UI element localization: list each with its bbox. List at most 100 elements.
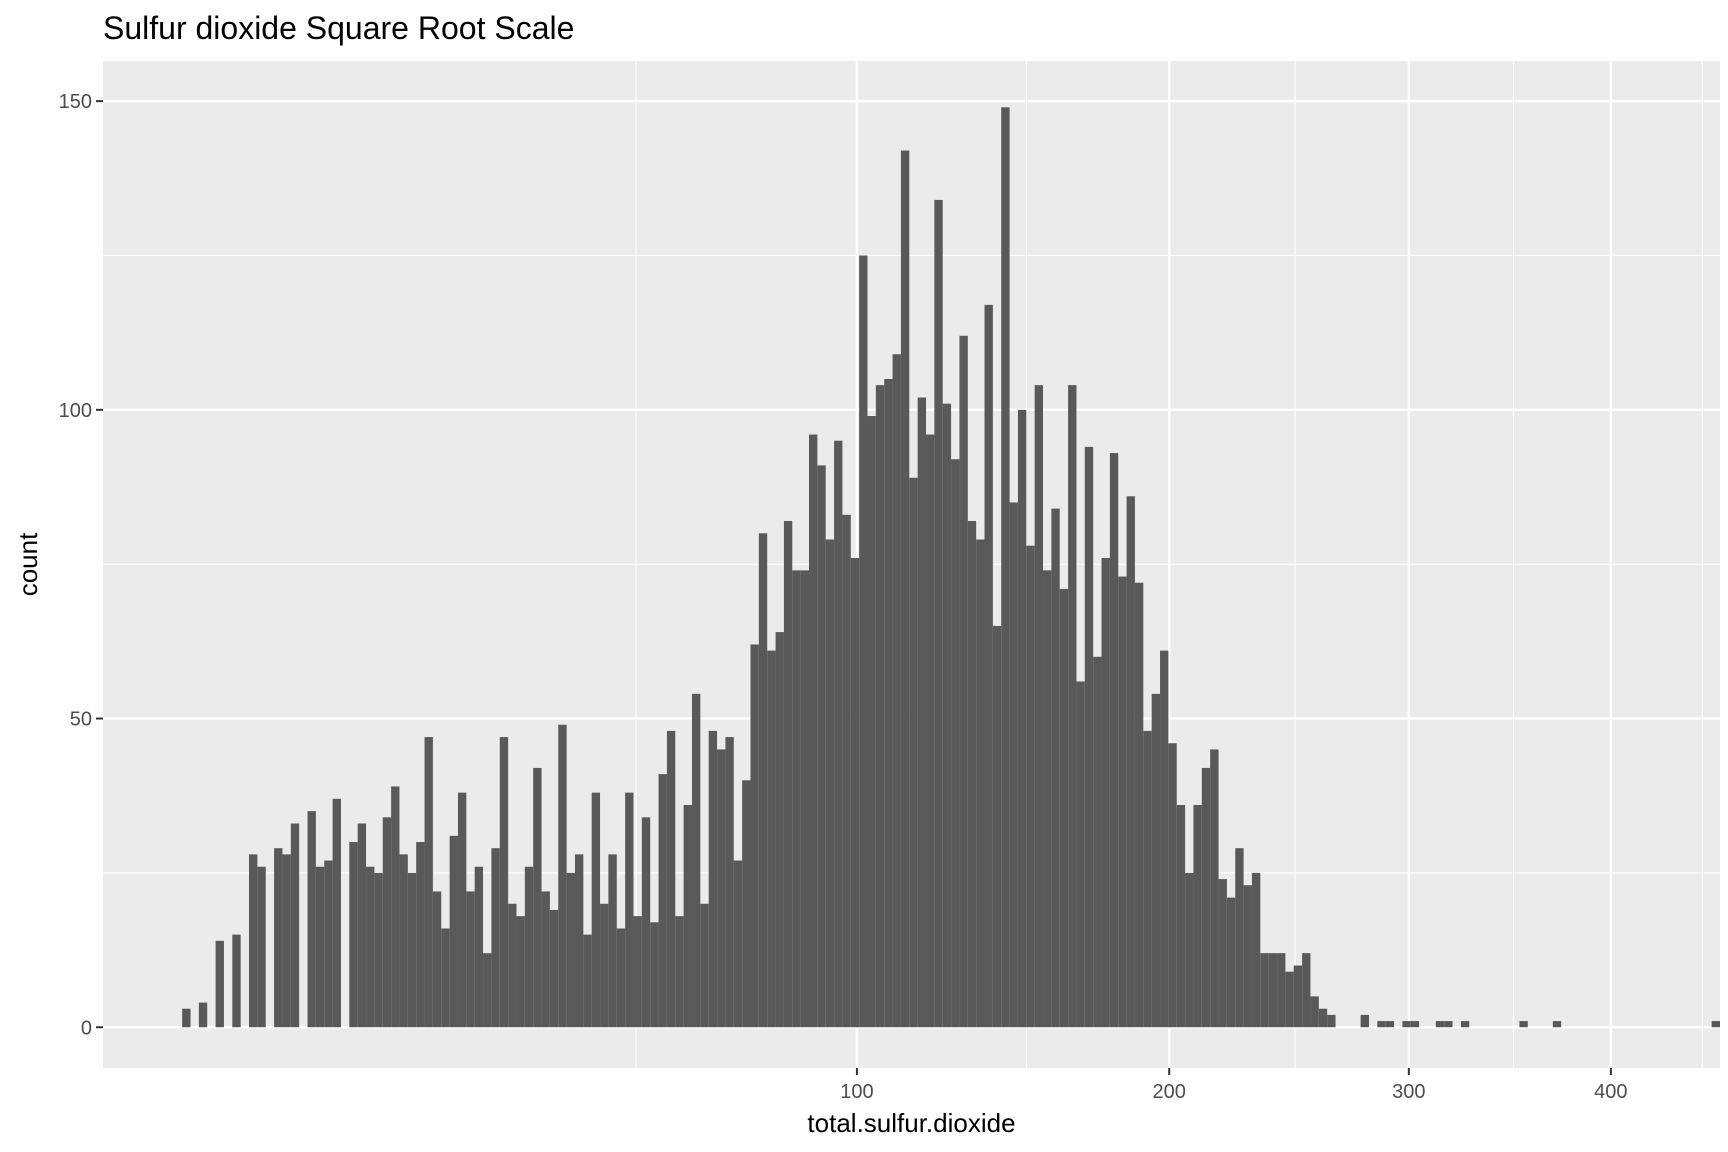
histogram-bar: [1043, 570, 1052, 1028]
histogram-bar: [666, 730, 676, 1028]
histogram-bar: [424, 737, 433, 1028]
histogram-bar: [1210, 749, 1219, 1028]
histogram-bar: [1251, 872, 1261, 1028]
histogram-bar: [1235, 848, 1244, 1028]
histogram-bar: [616, 928, 626, 1028]
histogram-bar: [917, 397, 927, 1028]
histogram-bar: [324, 860, 333, 1028]
histogram-bar: [1552, 1021, 1562, 1028]
histogram-bar: [658, 774, 667, 1028]
histogram-bar: [257, 866, 266, 1028]
histogram-bar: [1201, 767, 1211, 1028]
histogram-bar: [742, 780, 751, 1028]
histogram-bar: [951, 459, 960, 1028]
histogram-bar: [1285, 971, 1294, 1028]
histogram-bar: [1001, 107, 1010, 1028]
histogram-bar: [867, 416, 876, 1028]
histogram-bar: [633, 916, 642, 1028]
histogram-bar: [332, 798, 341, 1028]
histogram-bar: [474, 866, 484, 1028]
histogram-bar: [549, 909, 559, 1028]
histogram-bar: [1009, 502, 1018, 1028]
histogram-bar: [691, 693, 701, 1028]
histogram-bar: [1084, 446, 1094, 1028]
histogram-bar: [533, 767, 542, 1028]
histogram-bar: [1093, 656, 1102, 1028]
histogram-bar: [650, 922, 659, 1028]
histogram-bar: [825, 539, 835, 1028]
histogram-bar: [817, 465, 826, 1028]
histogram-bar: [1260, 953, 1269, 1028]
histogram-bar: [792, 570, 801, 1028]
histogram-bar: [1327, 1014, 1336, 1028]
histogram-bar: [976, 539, 985, 1028]
histogram-bar: [767, 650, 776, 1028]
histogram-bar: [875, 385, 885, 1028]
histogram-bar: [783, 520, 793, 1028]
histogram-bar: [700, 903, 709, 1028]
histogram-bar: [1460, 1021, 1470, 1028]
histogram-bar: [307, 811, 316, 1028]
histogram-bar: [182, 1008, 191, 1028]
histogram-bar: [432, 891, 442, 1028]
x-tick-label: 400: [1594, 1081, 1627, 1103]
histogram-bar: [416, 842, 425, 1028]
x-tick-label: 200: [1153, 1081, 1186, 1103]
histogram-bar: [591, 792, 601, 1028]
x-tick-label: 300: [1392, 1081, 1425, 1103]
tick-labels: 0 50 100 150 100 200 300 400: [59, 91, 1628, 1103]
histogram-bar: [558, 724, 567, 1028]
histogram-bar: [725, 737, 734, 1028]
histogram-bar: [1402, 1021, 1411, 1028]
y-tick-label: 0: [81, 1017, 92, 1039]
histogram-bar: [967, 520, 977, 1028]
histogram-bar: [992, 625, 1002, 1028]
histogram-bar: [926, 434, 935, 1028]
histogram-bar: [600, 903, 609, 1028]
histogram-bar: [1360, 1014, 1369, 1028]
chart-title: Sulfur dioxide Square Root Scale: [103, 10, 575, 46]
histogram-bar: [1277, 953, 1286, 1028]
histogram-bar: [1185, 872, 1194, 1028]
histogram-bar: [750, 644, 759, 1028]
histogram-bar: [934, 199, 943, 1028]
histogram-bar: [541, 891, 550, 1028]
histogram-bar: [1377, 1021, 1386, 1028]
histogram-bar: [683, 804, 692, 1028]
histogram-bar: [1385, 1021, 1395, 1028]
histogram-bar: [382, 817, 392, 1028]
histogram-bar: [1243, 885, 1252, 1028]
histogram-bar: [1051, 508, 1060, 1028]
histogram-bar: [566, 872, 575, 1028]
histogram-bar: [499, 737, 509, 1028]
histogram-bar: [391, 786, 400, 1028]
histogram-bar: [1226, 897, 1236, 1028]
histogram-bar: [842, 514, 851, 1028]
histogram-bar: [984, 304, 993, 1028]
histogram-bar: [1076, 681, 1085, 1028]
histogram-bar: [1026, 545, 1035, 1028]
histogram-bar: [1109, 453, 1119, 1028]
histogram-bar: [290, 823, 300, 1028]
histogram-bar: [1435, 1021, 1445, 1028]
x-tick-label: 100: [840, 1081, 873, 1103]
histogram-bar: [1218, 879, 1227, 1028]
histogram-bar: [900, 150, 910, 1028]
histogram-bar: [625, 792, 634, 1028]
histogram-bar: [1711, 1021, 1720, 1028]
histogram-bar: [1302, 953, 1311, 1028]
x-axis-title: total.sulfur.dioxide: [807, 1108, 1015, 1138]
histogram-bar: [1168, 743, 1177, 1028]
histogram-bar: [775, 632, 784, 1028]
histogram-bar: [1444, 1021, 1453, 1028]
histogram-bar: [1101, 558, 1110, 1028]
histogram-bar: [1193, 804, 1202, 1028]
histogram-bar: [708, 730, 718, 1028]
histogram-bar: [1160, 650, 1169, 1028]
y-tick-label: 50: [70, 709, 92, 731]
histogram-bar: [441, 928, 450, 1028]
histogram-bar: [198, 1002, 208, 1028]
histogram-bar: [641, 817, 651, 1028]
histogram-bar: [1268, 953, 1278, 1028]
